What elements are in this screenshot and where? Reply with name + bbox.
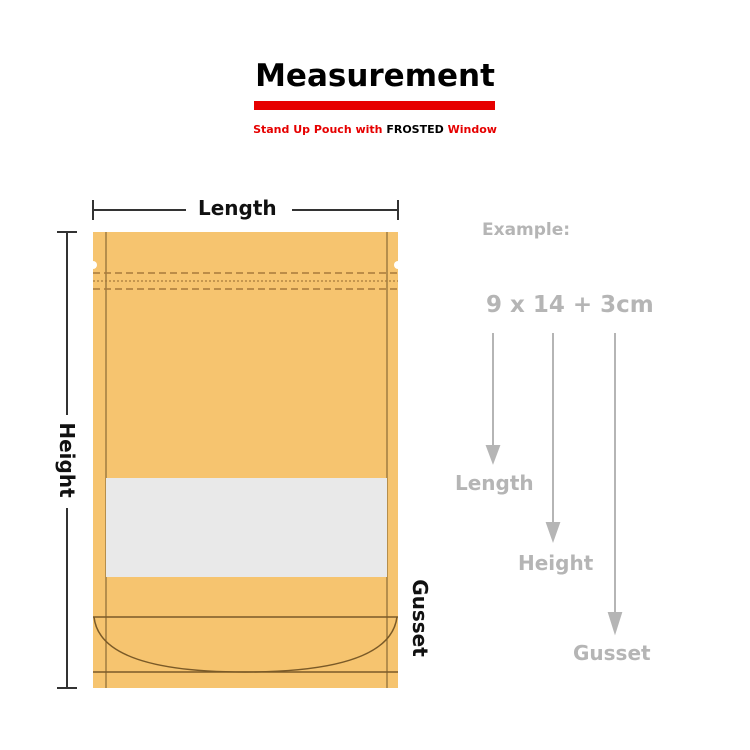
gusset-curve [93, 616, 398, 673]
pouch [89, 232, 402, 688]
gusset-label: Gusset [408, 579, 432, 657]
frosted-window [106, 478, 387, 577]
arrow-height [545, 522, 561, 544]
arrow-gusset [607, 612, 623, 636]
subtitle-frosted: FROSTED [386, 123, 444, 136]
example-height: Height [518, 551, 594, 575]
page-title: Measurement [255, 58, 495, 94]
subtitle: Stand Up Pouch with FROSTED Window [0, 123, 750, 136]
title-underline [254, 101, 495, 110]
example-length: Length [455, 471, 534, 495]
example-arrows [485, 333, 623, 636]
example-heading: Example: [482, 220, 571, 240]
example-formula: 9 x 14 + 3cm [486, 292, 654, 318]
height-label: Height [55, 422, 79, 498]
subtitle-window: Window [443, 123, 497, 136]
length-dimension [92, 200, 399, 220]
subtitle-text: Stand Up Pouch with [253, 123, 387, 136]
height-dimension [57, 231, 77, 689]
pouch-body [93, 232, 398, 688]
example-gusset: Gusset [573, 641, 651, 665]
arrow-length [485, 445, 501, 465]
zipper-lines [93, 272, 398, 290]
length-label: Length [198, 196, 277, 220]
